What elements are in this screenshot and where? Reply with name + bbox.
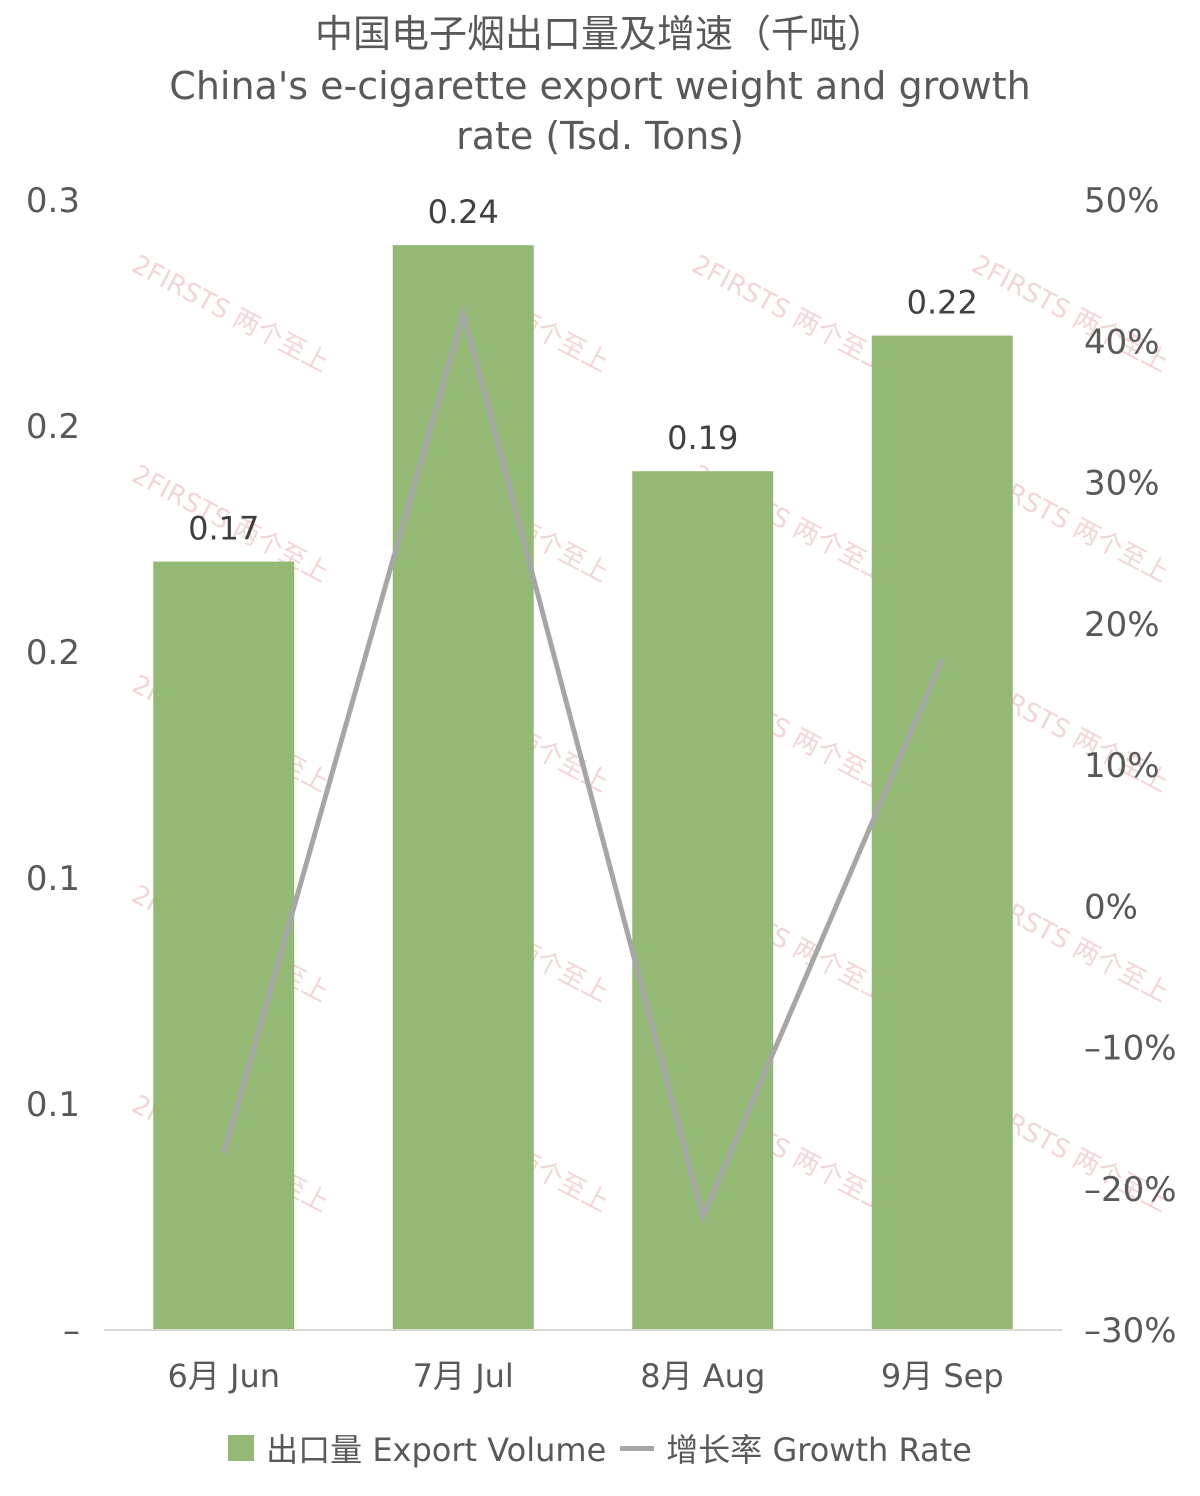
bar-2 [392, 245, 534, 1331]
category-label: 9月 Sep [881, 1357, 1004, 1395]
right-tick-label: 40% [1084, 322, 1160, 362]
chart-title-en-line1: China's e-cigarette export weight and gr… [169, 64, 1031, 108]
x-axis-labels: 6月 Jun 7月 Jul 8月 Aug 9月 Sep [167, 1357, 1003, 1395]
bar-data-label: 0.19 [667, 419, 738, 457]
growth-rate-line [221, 303, 945, 1225]
bar-4 [871, 335, 1013, 1331]
left-axis: – 0.1 0.1 0.2 0.2 0.3 [26, 181, 80, 1351]
category-label: 7月 Jul [413, 1357, 514, 1395]
right-tick-label: –20% [1084, 1170, 1177, 1210]
bar-data-label: 0.24 [428, 193, 499, 231]
right-tick-label: 0% [1084, 887, 1138, 927]
right-tick-label: 20% [1084, 605, 1160, 645]
bar-3 [632, 471, 774, 1330]
left-tick-label: – [63, 1311, 80, 1351]
legend-swatch-growth [620, 1445, 655, 1451]
left-tick-label: 0.1 [26, 1085, 80, 1125]
watermark-text: 2FIRSTS 两个至上 [687, 250, 894, 379]
legend-label-growth: 增长率 Growth Rate [666, 1431, 972, 1469]
bar-series [153, 245, 1013, 1331]
bar-data-label: 0.17 [188, 510, 259, 548]
left-tick-label: 0.2 [26, 633, 80, 673]
bar-data-label: 0.22 [907, 284, 978, 322]
category-label: 6月 Jun [167, 1357, 280, 1395]
line-series [221, 303, 945, 1225]
legend: 出口量 Export Volume 增长率 Growth Rate [0, 1425, 1200, 1471]
legend-swatch-export [228, 1435, 255, 1461]
right-axis: –30% –20% –10% 0% 10% 20% 30% 40% 50% [1084, 181, 1177, 1351]
bar-data-labels: 0.17 0.24 0.19 0.22 [188, 193, 978, 547]
right-tick-label: 10% [1084, 746, 1160, 786]
watermark-text: 2FIRSTS 两个至上 [127, 250, 334, 379]
left-tick-label: 0.2 [26, 407, 80, 447]
left-tick-label: 0.1 [26, 859, 80, 899]
bar-1 [153, 561, 295, 1330]
right-tick-label: –30% [1084, 1311, 1177, 1351]
right-tick-label: 50% [1084, 181, 1160, 221]
chart-title-zh: 中国电子烟出口量及增速（千吨） [314, 12, 885, 56]
category-label: 8月 Aug [640, 1357, 765, 1395]
right-tick-label: –10% [1084, 1029, 1177, 1069]
chart-title-en-line2: rate (Tsd. Tons) [456, 114, 744, 158]
right-tick-label: 30% [1084, 464, 1160, 504]
legend-label-export: 出口量 Export Volume [266, 1431, 607, 1469]
left-tick-label: 0.3 [26, 181, 80, 221]
